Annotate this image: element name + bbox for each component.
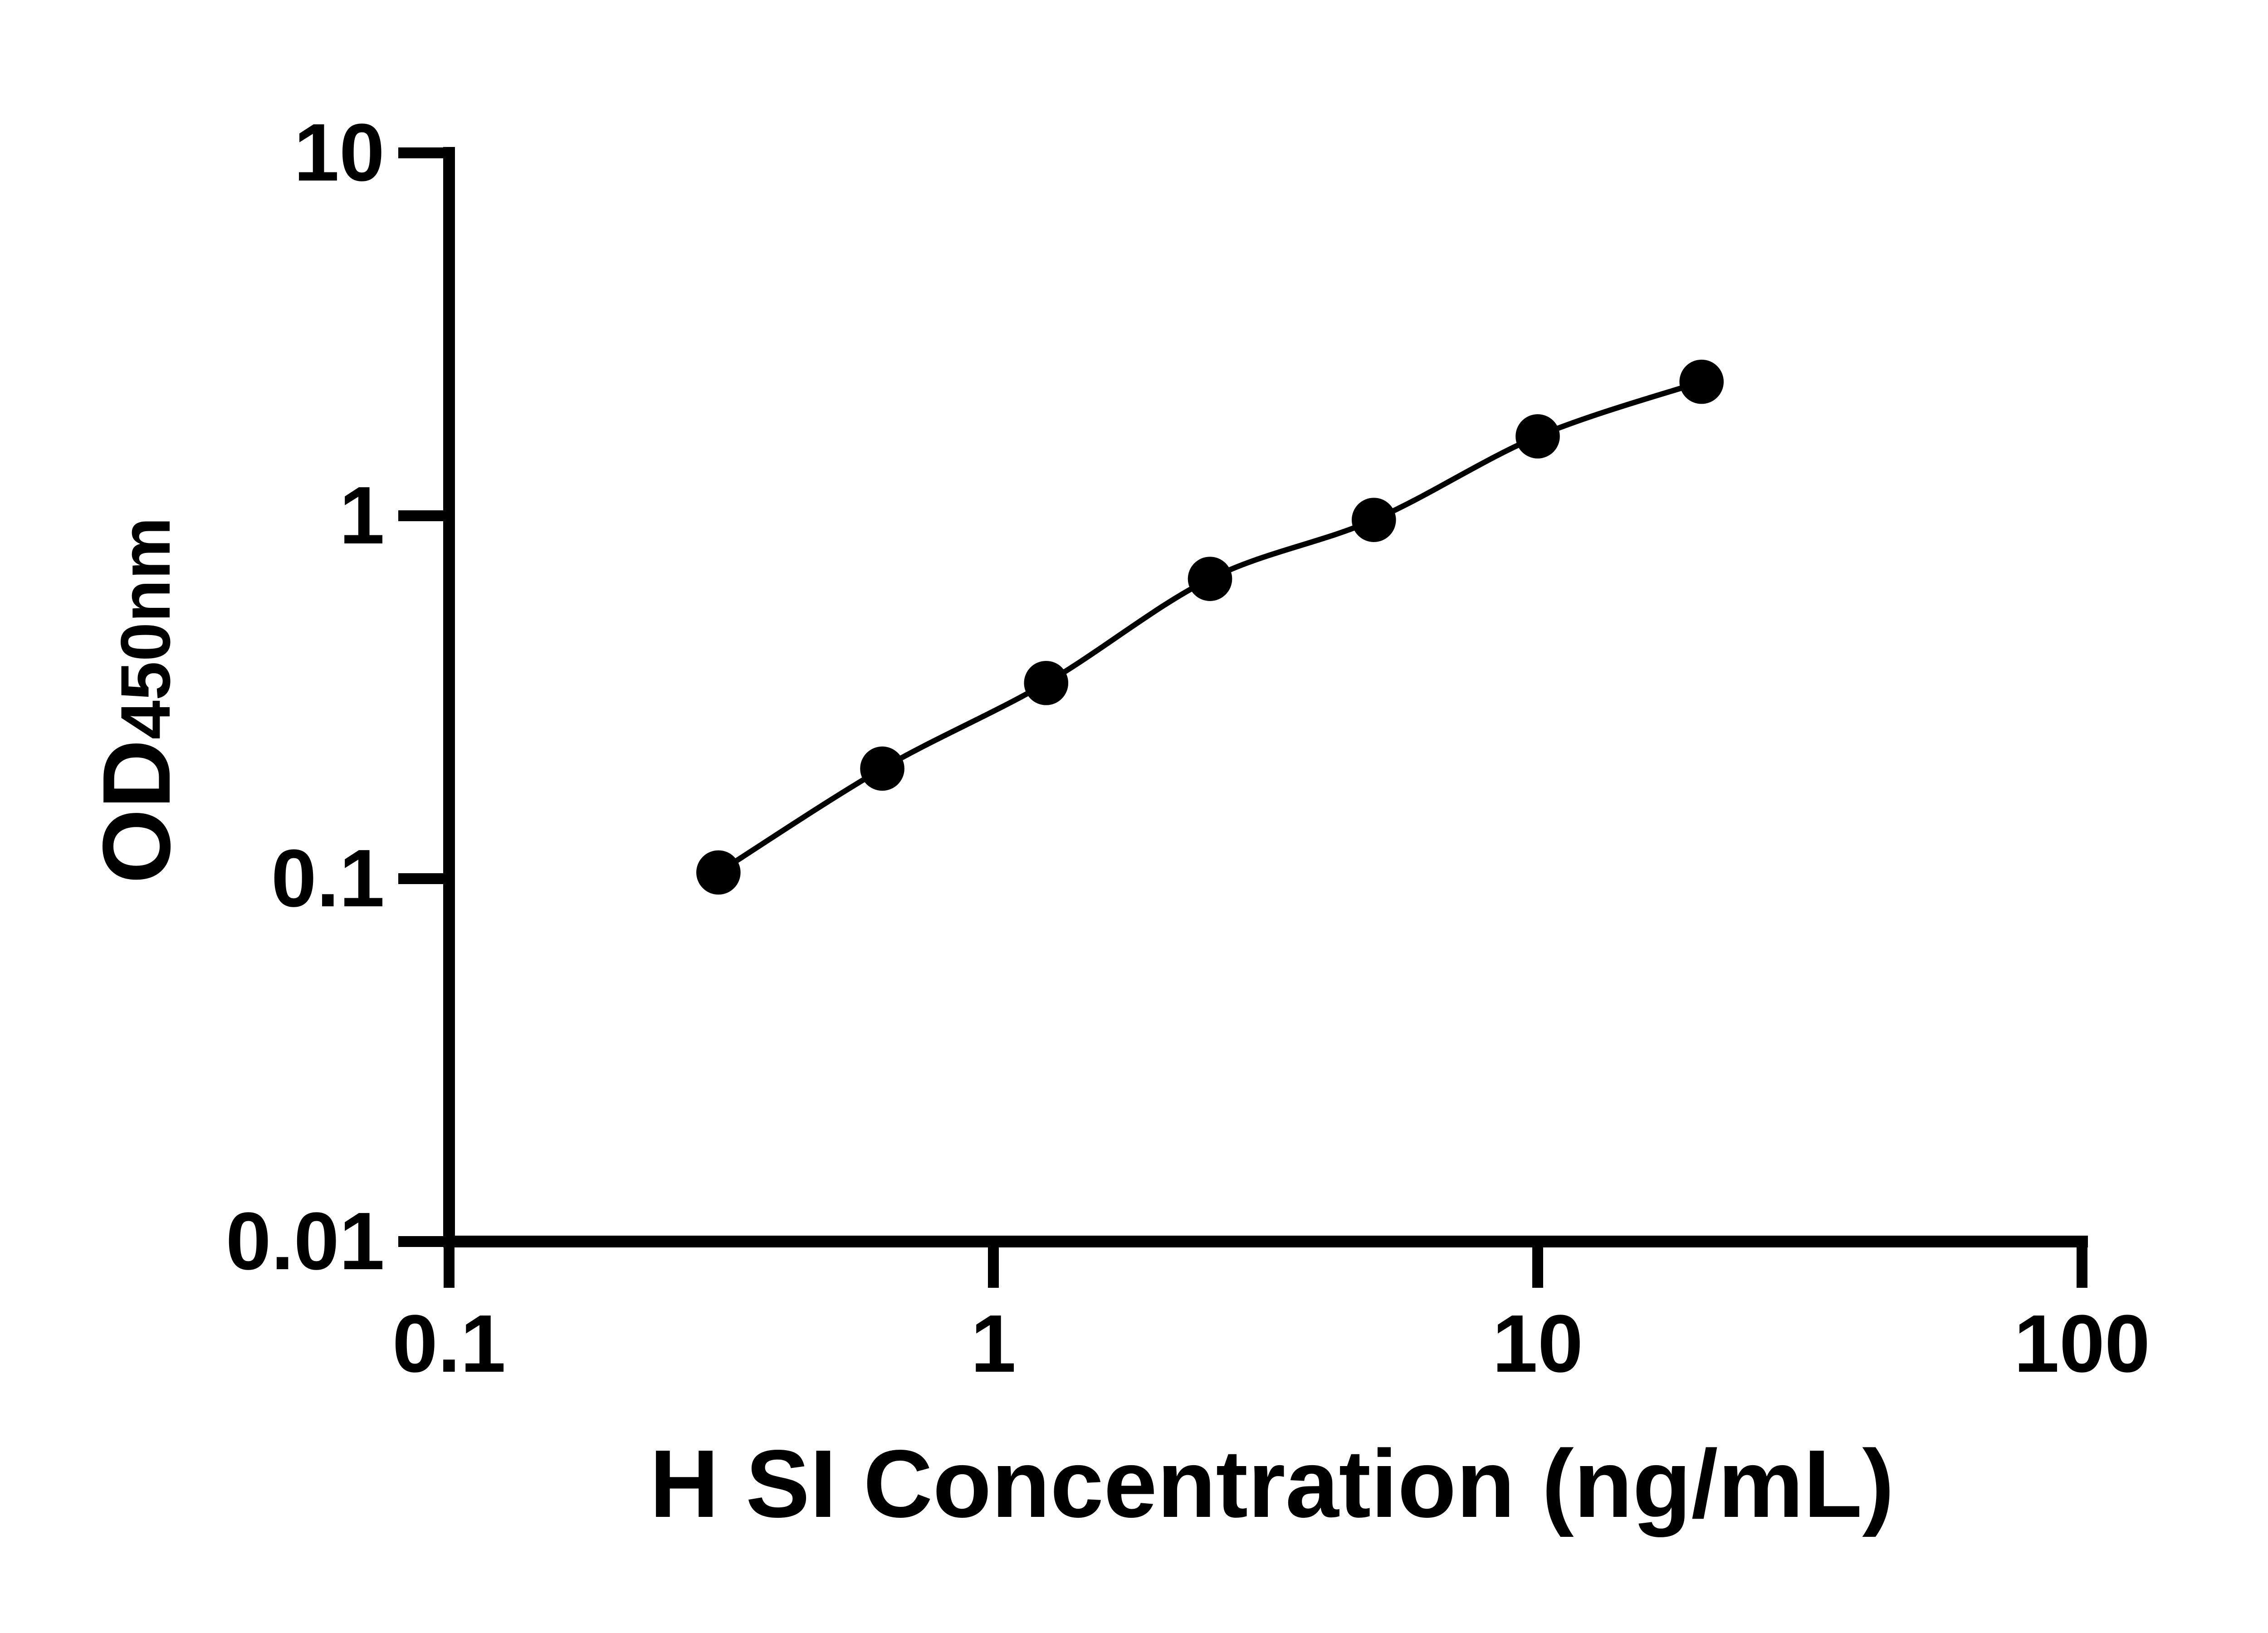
y-tick-label: 0.1 [271, 832, 385, 925]
x-tick-label: 1 [970, 1297, 1017, 1390]
y-tick-label: 1 [339, 469, 385, 562]
data-point-marker [860, 746, 904, 791]
data-point-marker [1188, 557, 1232, 601]
x-axis-title: H SI Concentration (ng/mL) [649, 1432, 1895, 1539]
y-tick-label: 10 [293, 107, 385, 199]
x-tick-label: 10 [1492, 1297, 1584, 1390]
data-point-marker [1679, 359, 1724, 404]
data-point-marker [696, 850, 741, 895]
y-tick-label: 0.01 [225, 1195, 385, 1288]
y-axis-title: OD450nm [84, 517, 191, 884]
data-point-marker [1351, 498, 1396, 542]
x-tick-label: 0.1 [392, 1297, 506, 1390]
data-point-marker [1515, 414, 1560, 459]
data-point-marker [1024, 660, 1069, 705]
standard-curve-line [715, 379, 1705, 875]
x-tick-label: 100 [2014, 1297, 2151, 1390]
